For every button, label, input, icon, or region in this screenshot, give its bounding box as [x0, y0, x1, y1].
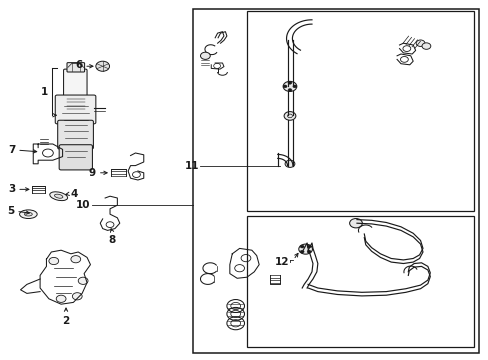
- Bar: [193, 9, 478, 353]
- Text: 7: 7: [8, 145, 15, 155]
- Ellipse shape: [24, 212, 32, 216]
- Circle shape: [284, 112, 295, 120]
- Circle shape: [300, 245, 304, 248]
- Circle shape: [56, 295, 66, 302]
- FancyBboxPatch shape: [63, 69, 87, 98]
- FancyBboxPatch shape: [58, 120, 93, 149]
- Text: 6: 6: [75, 60, 82, 70]
- Circle shape: [49, 257, 59, 265]
- Text: 10: 10: [76, 200, 90, 210]
- Circle shape: [287, 81, 291, 84]
- Ellipse shape: [50, 192, 67, 201]
- Text: 5: 5: [7, 206, 14, 216]
- Circle shape: [287, 89, 291, 91]
- Bar: [246, 11, 473, 211]
- Text: 11: 11: [184, 161, 199, 171]
- Circle shape: [200, 52, 210, 59]
- Text: 8: 8: [109, 235, 116, 245]
- Circle shape: [283, 81, 296, 91]
- Circle shape: [292, 85, 296, 88]
- Circle shape: [78, 277, 88, 284]
- Circle shape: [283, 85, 286, 88]
- Bar: [246, 216, 473, 347]
- Circle shape: [300, 250, 304, 253]
- Circle shape: [285, 160, 294, 167]
- Circle shape: [298, 244, 312, 254]
- Text: 1: 1: [41, 87, 48, 97]
- Circle shape: [349, 219, 362, 228]
- Circle shape: [306, 245, 310, 248]
- Ellipse shape: [54, 194, 63, 198]
- Circle shape: [72, 293, 82, 300]
- Ellipse shape: [20, 210, 37, 219]
- Circle shape: [421, 43, 430, 49]
- Circle shape: [306, 250, 310, 253]
- FancyBboxPatch shape: [67, 63, 84, 72]
- Text: 3: 3: [8, 184, 15, 194]
- Text: 2: 2: [62, 316, 69, 326]
- Text: 12: 12: [274, 257, 289, 267]
- Text: 9: 9: [88, 168, 96, 178]
- FancyBboxPatch shape: [55, 95, 96, 124]
- Circle shape: [96, 61, 109, 71]
- FancyBboxPatch shape: [59, 145, 92, 170]
- Text: 4: 4: [71, 189, 78, 199]
- Circle shape: [415, 40, 424, 46]
- Circle shape: [71, 256, 81, 263]
